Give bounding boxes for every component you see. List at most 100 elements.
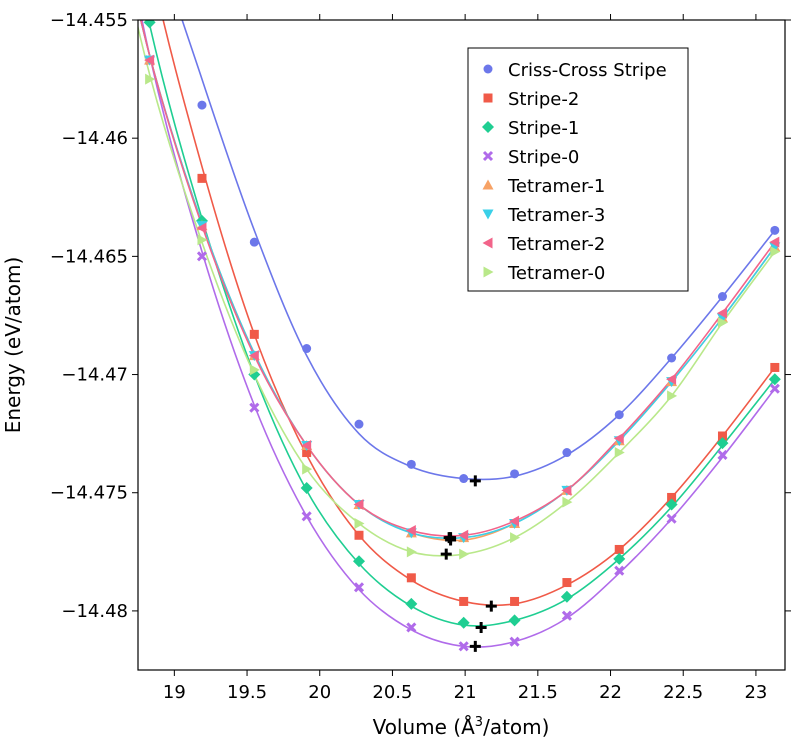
x-tick-label: 21 bbox=[454, 682, 477, 703]
tetramer-2-point bbox=[405, 525, 416, 537]
legend-marker-tetramer-1 bbox=[482, 179, 494, 190]
x-tick-label: 20.5 bbox=[372, 682, 412, 703]
criss-cross-stripe-point bbox=[197, 100, 207, 110]
legend-marker-tetramer-0 bbox=[483, 266, 494, 278]
stripe-1-minimum-marker bbox=[475, 621, 487, 633]
stripe-2-point bbox=[459, 596, 469, 606]
criss-cross-stripe-point bbox=[302, 344, 312, 354]
tetramer-0-point bbox=[354, 517, 365, 529]
stripe-0-point bbox=[717, 449, 728, 460]
stripe-1-point bbox=[768, 373, 781, 386]
tetramer-0-point bbox=[717, 317, 728, 329]
tetramer-2-point bbox=[716, 307, 727, 319]
legend-marker-tetramer-2 bbox=[482, 237, 493, 249]
x-tick-label: 22 bbox=[599, 682, 622, 703]
legend-marker-criss-cross-stripe bbox=[483, 64, 493, 74]
y-tick-label: −14.475 bbox=[50, 483, 128, 504]
stripe-1-point bbox=[352, 555, 365, 568]
y-tick-label: −14.48 bbox=[61, 601, 128, 622]
criss-cross-stripe-point bbox=[770, 225, 780, 235]
tetramer-0-point bbox=[459, 548, 470, 560]
tetramer-2-fit-curve bbox=[139, 20, 776, 537]
legend-label-tetramer-2: Tetramer-2 bbox=[507, 234, 605, 255]
stripe-0-point bbox=[666, 513, 677, 524]
stripe-2-point bbox=[614, 544, 624, 554]
x-tick-label: 19.5 bbox=[227, 682, 267, 703]
y-tick-label: −14.47 bbox=[61, 365, 128, 386]
stripe-1-point bbox=[508, 614, 521, 627]
legend-marker-stripe-0 bbox=[482, 150, 494, 162]
stripe-1-point bbox=[300, 482, 313, 494]
legend-item-stripe-0: Stripe-0 bbox=[482, 147, 579, 168]
stripe-2-point bbox=[510, 596, 520, 606]
tetramer-0-point bbox=[145, 73, 156, 85]
criss-cross-stripe-point bbox=[459, 474, 469, 484]
stripe-2-point bbox=[770, 362, 780, 372]
legend-item-stripe-1: Stripe-1 bbox=[482, 118, 579, 139]
stripe-2-point bbox=[562, 578, 572, 588]
stripe-2-minimum-marker bbox=[485, 600, 497, 612]
tetramer-2-point bbox=[353, 499, 364, 511]
stripe-2-point bbox=[197, 173, 207, 183]
stripe-0-point bbox=[249, 402, 260, 413]
criss-cross-stripe-point bbox=[562, 448, 572, 458]
stripe-0-minimum-marker bbox=[469, 640, 481, 652]
criss-cross-stripe-point bbox=[614, 410, 624, 420]
criss-cross-stripe-point bbox=[510, 469, 520, 479]
fit-curves bbox=[138, 20, 776, 648]
legend-label-stripe-0: Stripe-0 bbox=[508, 147, 579, 168]
y-tick-label: −14.465 bbox=[50, 246, 128, 267]
legend-label-stripe-1: Stripe-1 bbox=[508, 118, 579, 139]
criss-cross-stripe-point bbox=[354, 419, 364, 429]
tetramer-0-fit-curve bbox=[138, 24, 776, 557]
stripe-0-point bbox=[458, 641, 469, 652]
legend-marker-stripe-2 bbox=[483, 93, 493, 103]
legend-item-tetramer-2: Tetramer-2 bbox=[482, 234, 605, 255]
tetramer-0-point bbox=[197, 234, 208, 246]
criss-cross-stripe-point bbox=[406, 459, 416, 469]
legend-item-stripe-2: Stripe-2 bbox=[483, 89, 579, 110]
criss-cross-stripe-fit-curve bbox=[181, 20, 776, 481]
criss-cross-stripe-point bbox=[717, 292, 727, 302]
stripe-1-fit-curve bbox=[147, 20, 776, 627]
legend: Criss-Cross Stripe Stripe-2 Stripe-1 Stripe… bbox=[467, 47, 689, 292]
y-tick-label: −14.455 bbox=[50, 10, 128, 31]
x-tick-label: 23 bbox=[744, 682, 767, 703]
x-tick-label: 20 bbox=[308, 682, 331, 703]
x-tick-label: 22.5 bbox=[663, 682, 703, 703]
minimum-markers bbox=[440, 475, 497, 652]
y-tick-label: −14.46 bbox=[61, 128, 128, 149]
tetramer-0-point bbox=[510, 532, 521, 544]
tetramer-2-point bbox=[509, 515, 520, 527]
stripe-1-point bbox=[405, 597, 418, 610]
tetramer-2-point bbox=[301, 439, 312, 451]
stripe-0-point bbox=[561, 610, 572, 621]
x-axis-ticks: 19 19.5 20 20.5 21 21.5 22 22.5 23 bbox=[163, 14, 767, 703]
legend-label-tetramer-0: Tetramer-0 bbox=[507, 263, 605, 284]
tetramer-0-point bbox=[667, 390, 678, 402]
stripe-1-point bbox=[716, 437, 729, 450]
stripe-0-point bbox=[301, 511, 312, 522]
tetramer-2-point bbox=[144, 54, 155, 66]
stripe-0-point bbox=[406, 622, 417, 633]
x-tick-label: 19 bbox=[163, 682, 186, 703]
stripe-1-point bbox=[560, 590, 573, 603]
legend-item-tetramer-1: Tetramer-1 bbox=[482, 176, 605, 197]
legend-marker-stripe-1 bbox=[482, 121, 494, 133]
criss-cross-stripe-point bbox=[249, 237, 259, 247]
legend-box bbox=[467, 47, 689, 292]
tetramer-0-point bbox=[406, 546, 417, 558]
tetramer-2-point bbox=[561, 484, 572, 496]
legend-label-stripe-2: Stripe-2 bbox=[508, 89, 579, 110]
stripe-2-fit-curve bbox=[162, 20, 776, 607]
plot-frame bbox=[137, 19, 786, 671]
tetramer-2-point bbox=[613, 432, 624, 444]
tetramer-0-point bbox=[562, 496, 573, 508]
tetramer-0-point bbox=[770, 246, 781, 258]
tetramer-2-point bbox=[666, 373, 677, 385]
stripe-0-point bbox=[614, 565, 625, 576]
stripe-1-point bbox=[457, 616, 470, 629]
stripe-2-point bbox=[302, 448, 312, 458]
tetramer-2-point bbox=[196, 222, 207, 234]
stripe-2-point bbox=[406, 573, 416, 583]
